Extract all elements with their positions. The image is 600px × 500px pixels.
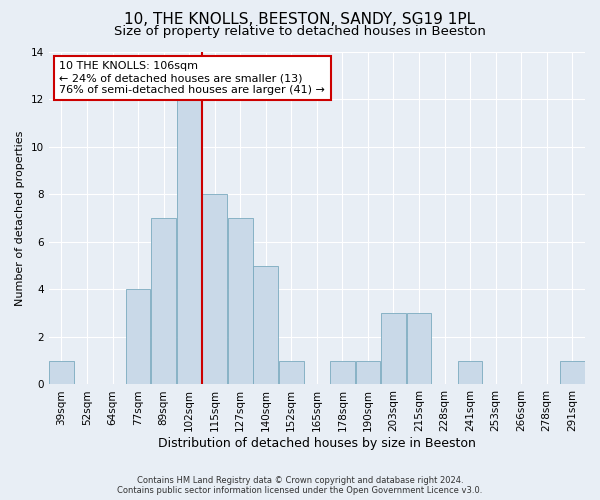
Y-axis label: Number of detached properties: Number of detached properties <box>15 130 25 306</box>
Bar <box>381 313 406 384</box>
Bar <box>151 218 176 384</box>
Bar <box>125 290 151 384</box>
Text: Contains HM Land Registry data © Crown copyright and database right 2024.
Contai: Contains HM Land Registry data © Crown c… <box>118 476 482 495</box>
Bar <box>279 360 304 384</box>
Bar <box>253 266 278 384</box>
Bar <box>202 194 227 384</box>
X-axis label: Distribution of detached houses by size in Beeston: Distribution of detached houses by size … <box>158 437 476 450</box>
Bar <box>228 218 253 384</box>
Text: Size of property relative to detached houses in Beeston: Size of property relative to detached ho… <box>114 25 486 38</box>
Bar <box>560 360 584 384</box>
Text: 10 THE KNOLLS: 106sqm
← 24% of detached houses are smaller (13)
76% of semi-deta: 10 THE KNOLLS: 106sqm ← 24% of detached … <box>59 62 325 94</box>
Bar <box>407 313 431 384</box>
Bar <box>458 360 482 384</box>
Bar <box>177 99 202 384</box>
Text: 10, THE KNOLLS, BEESTON, SANDY, SG19 1PL: 10, THE KNOLLS, BEESTON, SANDY, SG19 1PL <box>124 12 476 28</box>
Bar <box>49 360 74 384</box>
Bar <box>330 360 355 384</box>
Bar <box>356 360 380 384</box>
